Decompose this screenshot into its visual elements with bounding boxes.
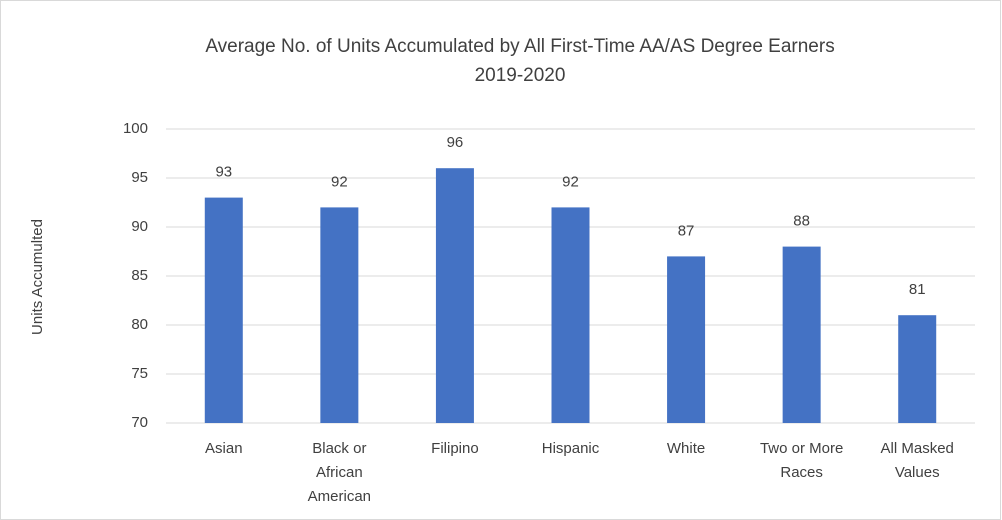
- x-tick-label: Two or More Races: [760, 440, 843, 481]
- y-tick-label: 75: [131, 365, 148, 382]
- x-tick-label: Black or African American: [308, 440, 371, 505]
- y-tick-label: 85: [131, 267, 148, 284]
- bar: [551, 207, 590, 423]
- bar: [435, 168, 474, 423]
- data-label: 87: [678, 222, 695, 239]
- x-tick-label: Hispanic: [542, 440, 600, 457]
- y-tick-label: 80: [131, 316, 148, 333]
- y-tick-label: 95: [131, 169, 148, 186]
- x-tick-label: Filipino: [431, 440, 479, 457]
- chart-title: Average No. of Units Accumulated by All …: [205, 36, 834, 57]
- data-label: 92: [331, 173, 348, 190]
- x-tick-label: Asian: [205, 440, 243, 457]
- data-label: 96: [447, 134, 464, 151]
- y-tick-label: 90: [131, 218, 148, 235]
- data-label: 92: [562, 173, 579, 190]
- bar: [667, 256, 706, 423]
- bar: [898, 315, 937, 423]
- data-label: 93: [215, 164, 232, 181]
- bar: [782, 246, 821, 423]
- x-tick-label: White: [667, 440, 705, 457]
- bar: [204, 197, 243, 423]
- y-tick-label: 100: [123, 120, 148, 137]
- x-tick-label: All Masked Values: [881, 440, 954, 481]
- bar: [320, 207, 359, 423]
- y-axis-label: Units Accumulted: [29, 219, 46, 335]
- y-tick-label: 70: [131, 414, 148, 431]
- data-label: 88: [793, 213, 810, 230]
- data-label: 81: [909, 281, 926, 298]
- chart-subtitle: 2019-2020: [475, 65, 566, 86]
